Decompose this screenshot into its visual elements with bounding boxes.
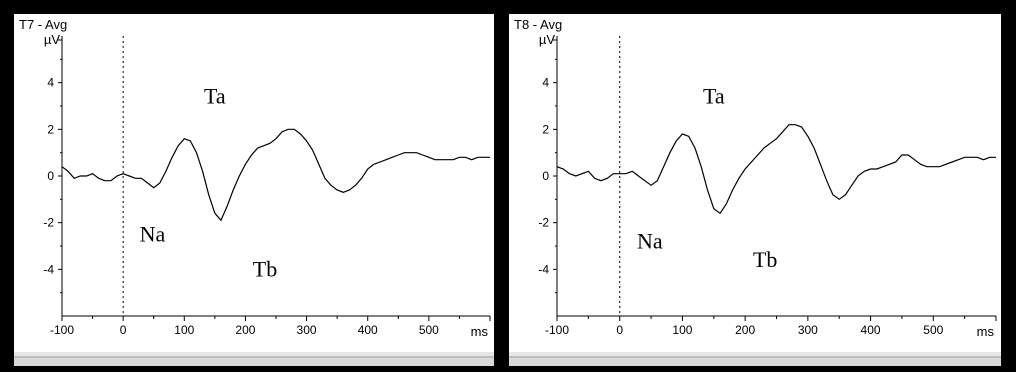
- x-tick-label: 400: [358, 323, 378, 337]
- y-tick-label: 4: [47, 76, 54, 90]
- x-tick-label: 400: [861, 323, 881, 337]
- chart-panel-t7: T7 - Avg µV 4 2 0 -2 -4 -100 0 100 200 300 400 500 ms…: [14, 14, 494, 366]
- y-axis-unit-label: µV: [539, 32, 555, 47]
- x-tick-label: 200: [235, 323, 255, 337]
- x-tick-label: 0: [616, 323, 623, 337]
- horizontal-scrollbar[interactable]: [509, 352, 1001, 366]
- x-tick-label: -100: [545, 323, 569, 337]
- x-axis-unit-label: ms: [977, 324, 995, 339]
- y-axis-unit-label: µV: [44, 32, 60, 47]
- y-tick-label: -4: [538, 262, 549, 276]
- erp-waveform-line: [556, 124, 996, 215]
- peak-annotation: Na: [140, 221, 166, 246]
- y-tick-label: 2: [47, 122, 54, 136]
- panel-title: T7 - Avg: [19, 17, 68, 32]
- x-tick-label: 300: [798, 323, 818, 337]
- x-tick-label: 500: [923, 323, 943, 337]
- erp-waveform-line: [61, 128, 490, 222]
- chart-panel-t8: T8 - Avg µV 4 2 0 -2 -4 -100 0 100 200 300 400 500 ms…: [509, 14, 1001, 366]
- x-tick-label: 100: [672, 323, 692, 337]
- x-tick-label: 0: [120, 323, 127, 337]
- x-axis-unit-label: ms: [471, 324, 489, 339]
- y-tick-label: -2: [43, 216, 54, 230]
- y-tick-label: -4: [43, 262, 54, 276]
- x-tick-label: 200: [735, 323, 755, 337]
- x-tick-label: 100: [174, 323, 194, 337]
- x-tick-label: 300: [297, 323, 317, 337]
- x-tick-label: -100: [50, 323, 74, 337]
- peak-annotation: Tb: [753, 247, 777, 272]
- y-tick-label: 2: [542, 122, 549, 136]
- horizontal-scrollbar[interactable]: [14, 352, 494, 366]
- peak-annotation: Na: [637, 228, 663, 253]
- peak-annotation: Tb: [253, 256, 277, 281]
- y-tick-label: -2: [538, 216, 549, 230]
- y-tick-label: 4: [542, 76, 549, 90]
- chart-svg: µV 4 2 0 -2 -4 -100 0 100 200 300 400 500 ms Ta Na Tb: [538, 32, 997, 339]
- y-tick-label: 0: [47, 169, 54, 183]
- panel-title: T8 - Avg: [514, 17, 563, 32]
- x-tick-label: 500: [419, 323, 439, 337]
- peak-annotation: Ta: [703, 84, 725, 109]
- peak-annotation: Ta: [204, 84, 226, 109]
- chart-svg: µV 4 2 0 -2 -4 -100 0 100 200 300 400 500 ms Ta Na Tb: [43, 32, 491, 339]
- y-tick-label: 0: [542, 169, 549, 183]
